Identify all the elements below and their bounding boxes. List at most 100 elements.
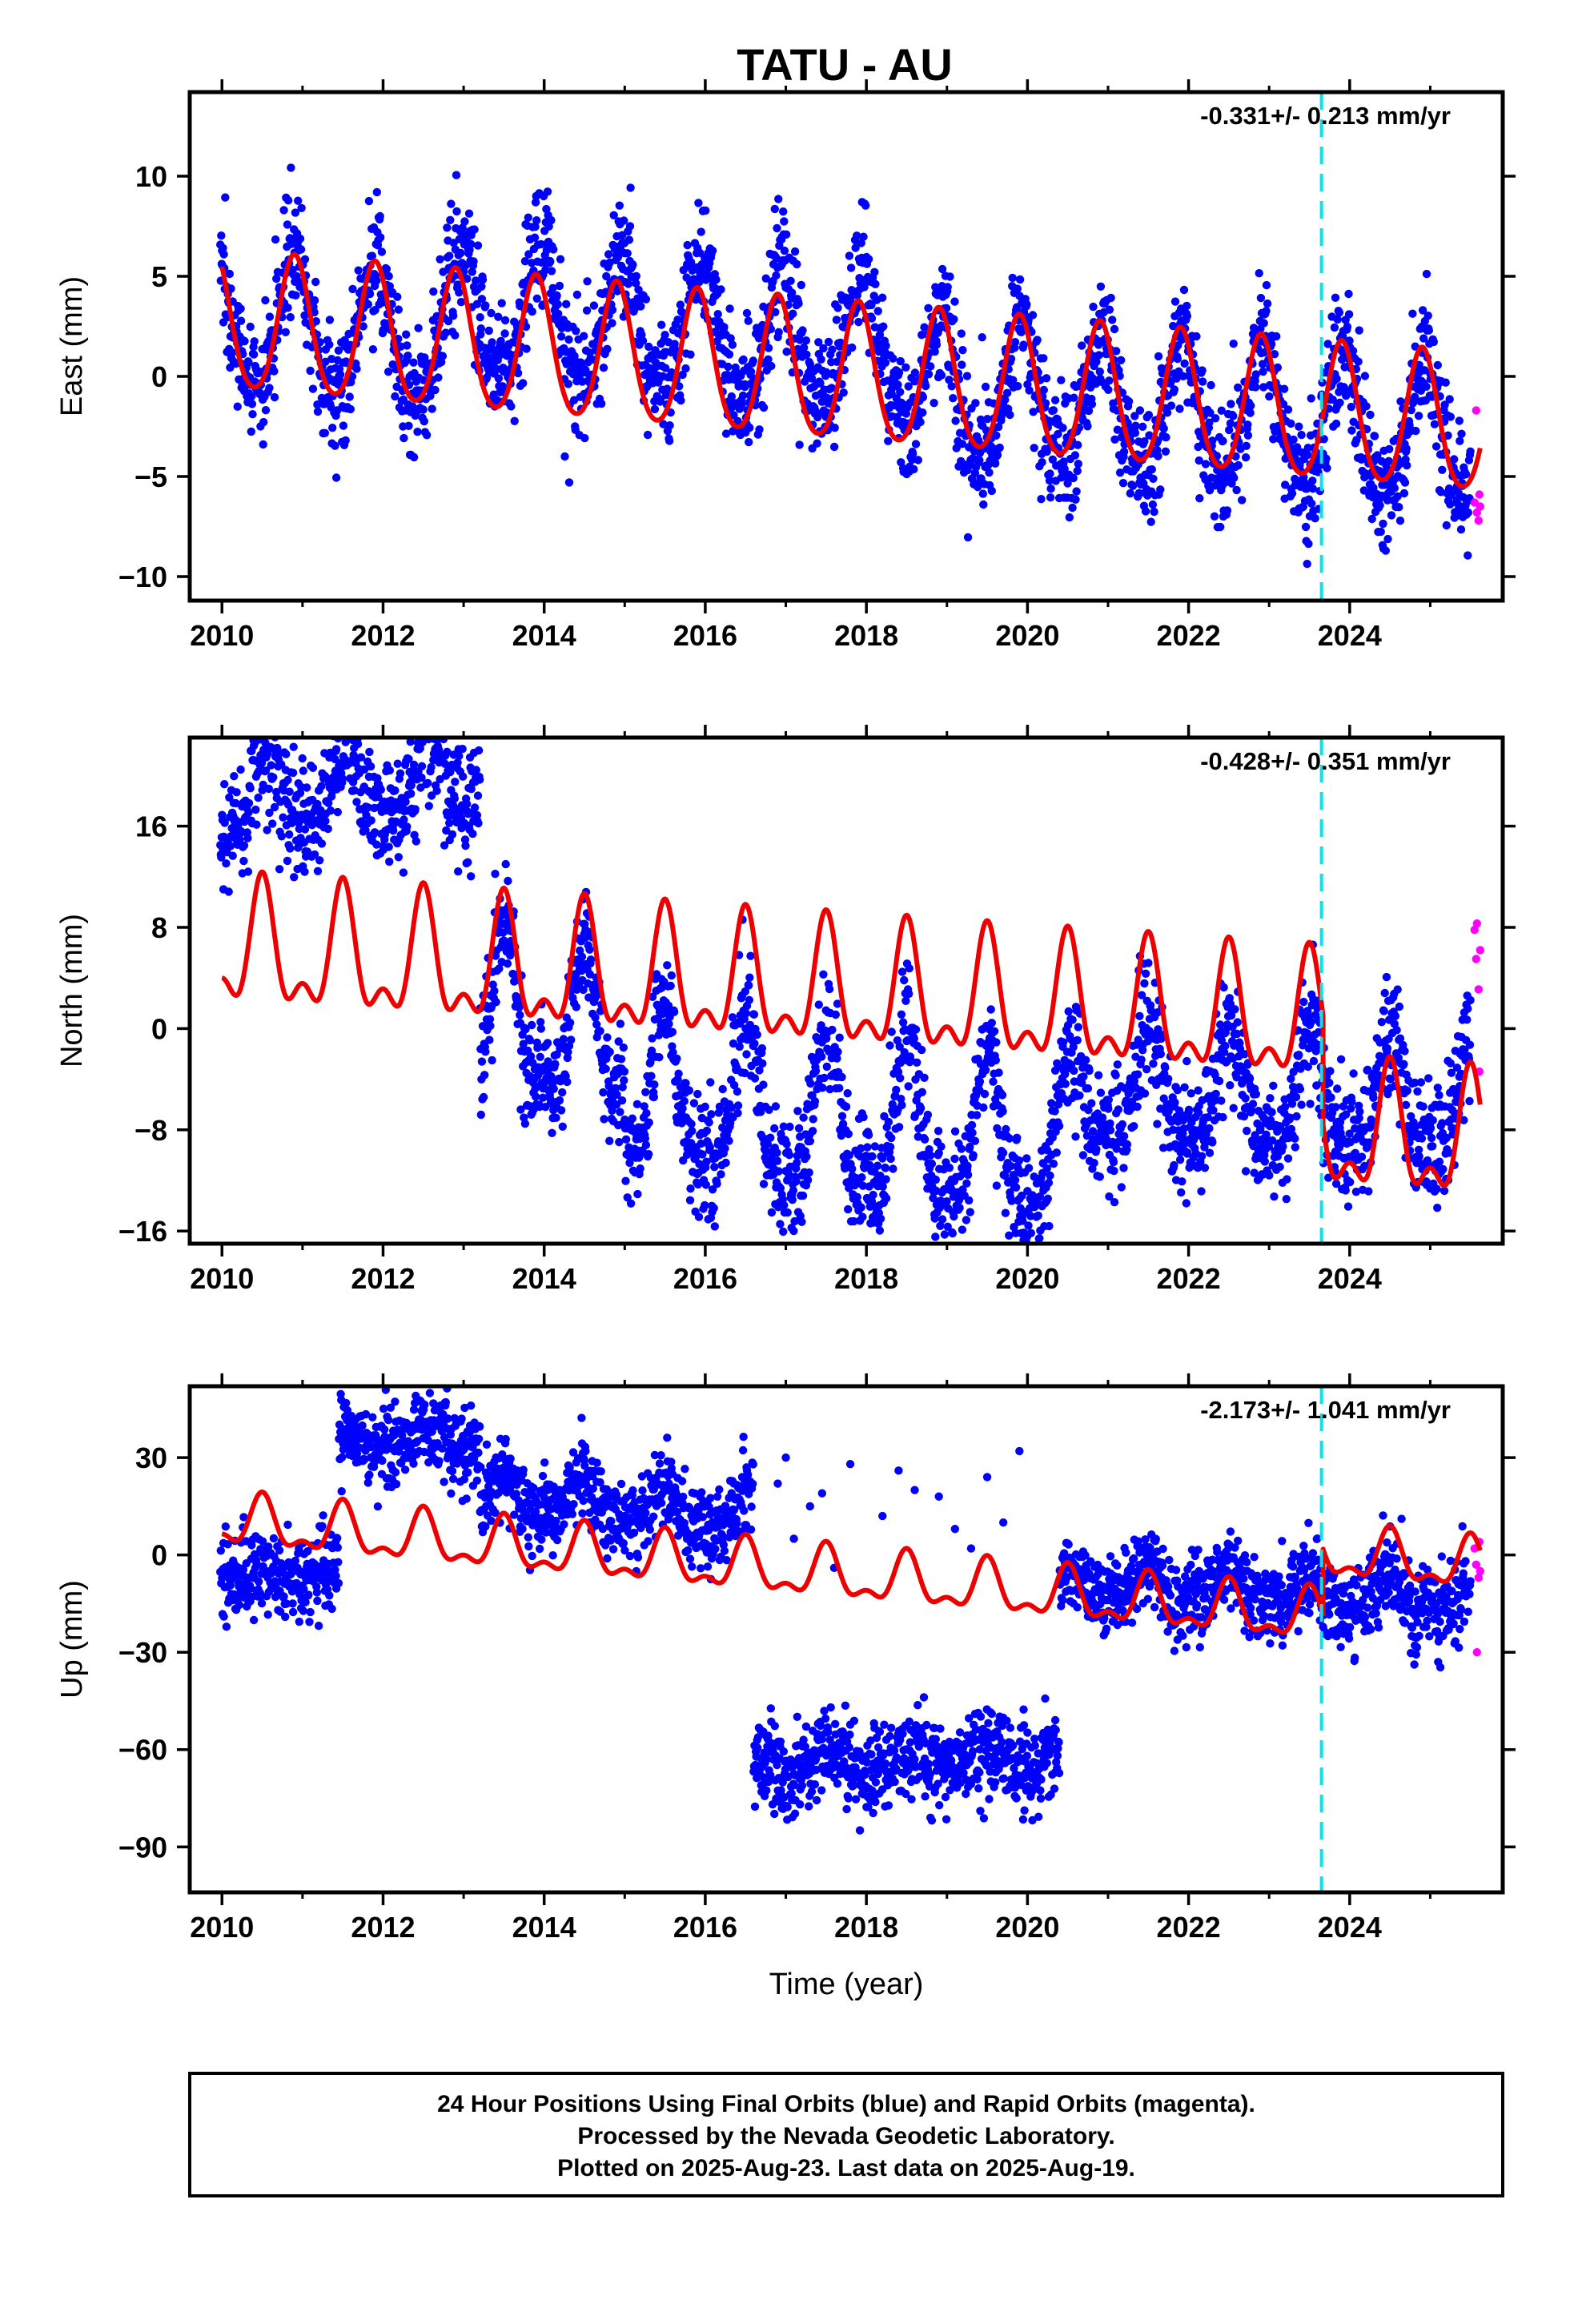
final-orbit-point: [353, 739, 363, 749]
final-orbit-point: [351, 702, 359, 710]
final-orbit-point: [1087, 1099, 1096, 1108]
final-orbit-point: [1034, 1211, 1042, 1220]
final-orbit-point: [370, 828, 379, 837]
final-orbit-point: [340, 712, 348, 720]
final-orbit-point: [830, 424, 839, 432]
final-orbit-point: [1140, 437, 1149, 446]
final-orbit-point: [532, 294, 541, 303]
final-orbit-point: [1232, 485, 1241, 495]
final-orbit-point: [1431, 442, 1441, 451]
final-orbit-point: [927, 1160, 937, 1168]
final-orbit-point: [283, 775, 292, 785]
final-orbit-point: [464, 858, 472, 867]
final-orbit-point: [1216, 522, 1225, 532]
final-orbit-point: [909, 1034, 919, 1043]
final-orbit-point: [615, 1137, 624, 1147]
final-orbit-point: [987, 486, 997, 496]
final-orbit-point: [254, 716, 262, 724]
final-orbit-point: [323, 824, 332, 834]
final-orbit-point: [296, 245, 306, 254]
final-orbit-point: [608, 319, 616, 328]
final-orbit-point: [1229, 340, 1238, 348]
final-orbit-point: [528, 1020, 536, 1030]
final-orbit-point: [728, 340, 737, 349]
final-orbit-point: [248, 410, 257, 419]
final-orbit-point: [1118, 1120, 1127, 1129]
final-orbit-point: [1060, 464, 1069, 473]
final-orbit-point: [377, 247, 387, 256]
final-orbit-point: [1362, 402, 1371, 411]
final-orbit-point: [832, 316, 841, 324]
final-orbit-point: [315, 856, 324, 865]
final-orbit-point: [1206, 408, 1215, 417]
final-orbit-point: [401, 798, 410, 806]
final-orbit-point: [400, 433, 408, 443]
final-orbit-point: [592, 1020, 601, 1029]
final-orbit-point: [543, 187, 552, 196]
final-orbit-point: [436, 255, 444, 263]
final-orbit-point: [219, 243, 227, 252]
final-orbit-point: [1303, 444, 1313, 452]
final-orbit-point: [758, 1059, 767, 1068]
final-orbit-point: [1259, 319, 1268, 328]
final-orbit-point: [281, 328, 290, 336]
final-orbit-point: [864, 255, 873, 263]
final-orbit-point: [621, 1176, 630, 1185]
final-orbit-point: [1069, 473, 1078, 483]
final-orbit-point: [901, 409, 911, 418]
final-orbit-point: [918, 392, 928, 402]
final-orbit-point: [930, 399, 938, 408]
final-orbit-point: [1344, 310, 1354, 319]
final-orbit-point: [1095, 1172, 1105, 1181]
final-orbit-point: [851, 243, 860, 252]
final-orbit-point: [407, 789, 416, 798]
final-orbit-point: [396, 769, 405, 778]
final-orbit-point: [1419, 334, 1428, 343]
final-orbit-point: [632, 279, 640, 287]
final-orbit-point: [1208, 436, 1217, 445]
final-orbit-point: [759, 403, 769, 412]
final-orbit-point: [288, 768, 298, 778]
final-orbit-point: [459, 772, 468, 781]
final-orbit-point: [1122, 1140, 1132, 1149]
final-orbit-point: [788, 288, 797, 297]
final-orbit-point: [1348, 346, 1358, 356]
final-orbit-point: [916, 1104, 926, 1113]
final-orbit-point: [263, 725, 271, 733]
final-orbit-point: [926, 362, 935, 371]
final-orbit-point: [476, 313, 484, 322]
final-orbit-point: [636, 1164, 644, 1173]
final-orbit-point: [504, 876, 512, 886]
final-orbit-point: [1015, 275, 1025, 284]
final-orbit-point: [460, 835, 470, 844]
final-orbit-point: [313, 407, 323, 416]
final-orbit-point: [1230, 473, 1239, 482]
final-orbit-point: [340, 336, 349, 344]
final-orbit-point: [728, 1013, 737, 1022]
final-orbit-point: [705, 1143, 714, 1152]
final-orbit-point: [1411, 426, 1420, 436]
final-orbit-point: [1196, 432, 1205, 441]
final-orbit-point: [702, 1157, 711, 1166]
final-orbit-point: [403, 822, 412, 831]
final-orbit-point: [572, 1003, 580, 1011]
final-orbit-point: [1198, 366, 1207, 375]
final-orbit-point: [424, 673, 432, 681]
final-orbit-point: [1173, 354, 1182, 364]
final-orbit-point: [1159, 424, 1168, 433]
final-orbit-point: [363, 803, 372, 812]
final-orbit-point: [708, 1185, 717, 1194]
final-orbit-point: [331, 441, 339, 450]
final-orbit-point: [328, 424, 337, 432]
final-orbit-point: [1226, 419, 1235, 428]
final-orbit-point: [1287, 489, 1297, 498]
final-orbit-point: [848, 343, 857, 352]
final-orbit-point: [1014, 382, 1022, 391]
final-orbit-point: [451, 778, 460, 786]
final-orbit-point: [583, 277, 592, 286]
final-orbit-point: [356, 753, 366, 762]
final-orbit-point: [1243, 431, 1253, 440]
final-orbit-point: [689, 1099, 699, 1108]
final-orbit-point: [1262, 280, 1271, 290]
final-orbit-point: [1269, 435, 1278, 444]
